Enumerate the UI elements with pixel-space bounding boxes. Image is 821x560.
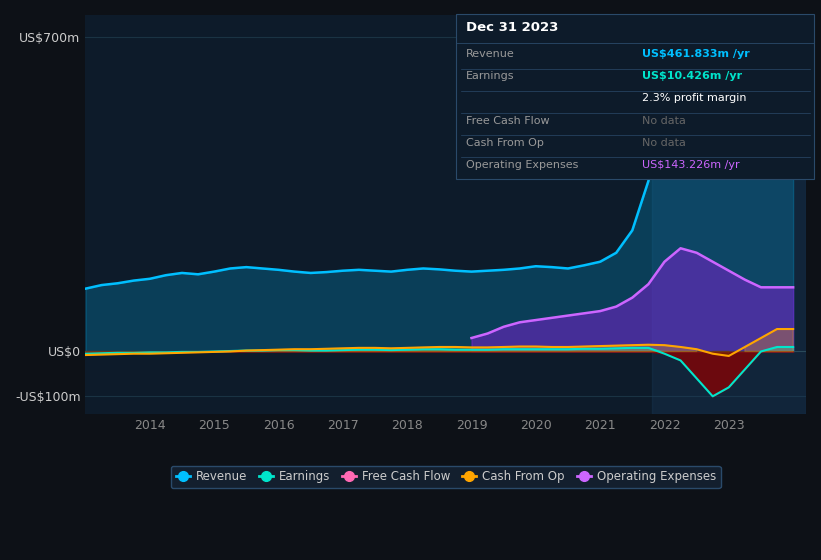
Text: Operating Expenses: Operating Expenses [466, 160, 579, 170]
Text: US$143.226m /yr: US$143.226m /yr [642, 160, 740, 170]
Bar [652, 15, 806, 414]
Text: No data: No data [642, 115, 686, 125]
Text: No data: No data [642, 138, 686, 148]
Text: Cash From Op: Cash From Op [466, 138, 544, 148]
Text: 2.3% profit margin: 2.3% profit margin [642, 94, 746, 104]
Text: Revenue: Revenue [466, 49, 515, 59]
Text: Free Cash Flow: Free Cash Flow [466, 115, 550, 125]
Text: US$10.426m /yr: US$10.426m /yr [642, 71, 742, 81]
Text: Earnings: Earnings [466, 71, 515, 81]
Legend: Revenue, Earnings, Free Cash Flow, Cash From Op, Operating Expenses: Revenue, Earnings, Free Cash Flow, Cash … [171, 466, 721, 488]
Text: US$461.833m /yr: US$461.833m /yr [642, 49, 750, 59]
Text: Dec 31 2023: Dec 31 2023 [466, 21, 559, 34]
